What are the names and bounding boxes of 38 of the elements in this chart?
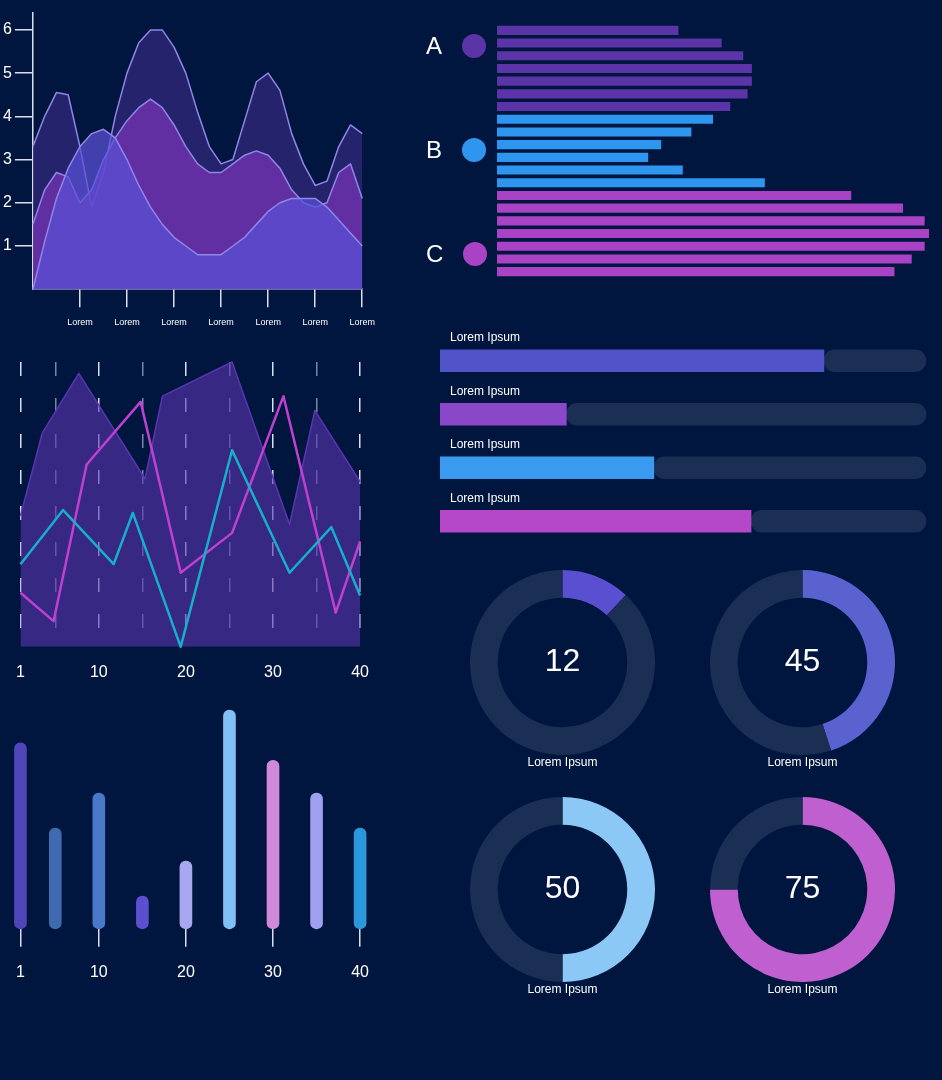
text: Lorem Ipsum	[766, 755, 839, 769]
y-tick-label: 4	[2, 106, 12, 124]
x-tick-label: 40	[351, 962, 370, 980]
x-tick-label: 40	[351, 662, 370, 680]
data-label: 45	[784, 642, 821, 679]
y-tick-label: 3	[2, 149, 12, 167]
legend-label: C	[426, 240, 444, 268]
legend-label: B	[426, 136, 443, 164]
x-tick-label: 10	[89, 662, 108, 680]
y-tick-label: 2	[2, 193, 12, 211]
data-label: 12	[544, 642, 581, 679]
x-tick-label: 20	[177, 962, 195, 980]
text: Lorem Ipsum	[526, 755, 599, 769]
legend-label: A	[426, 32, 443, 60]
y-tick-label: Lorem Ipsum	[450, 490, 521, 505]
x-tick-label: Lorem	[302, 317, 328, 328]
x-tick-label: 20	[177, 662, 195, 680]
x-tick-label: 30	[264, 662, 283, 680]
y-tick-label: 6	[2, 20, 12, 38]
x-tick-label: 10	[89, 962, 108, 980]
x-tick-label: 30	[264, 962, 283, 980]
y-tick-label: Lorem Ipsum	[450, 437, 521, 452]
data-label: 75	[784, 869, 821, 906]
x-tick-label: Lorem	[349, 317, 375, 328]
y-tick-label: 5	[2, 63, 12, 81]
text: Lorem Ipsum	[766, 982, 839, 996]
x-tick-label: Lorem	[161, 317, 187, 328]
x-tick-label: Lorem	[208, 317, 234, 328]
x-tick-label: 1	[16, 962, 25, 980]
x-tick-label: Lorem	[114, 317, 140, 328]
y-tick-label: 1	[2, 236, 12, 254]
data-label: 50	[544, 869, 581, 906]
y-tick-label: Lorem Ipsum	[450, 383, 521, 398]
x-tick-label: 1	[16, 662, 25, 680]
y-tick-label: Lorem Ipsum	[450, 330, 521, 345]
text: Lorem Ipsum	[526, 982, 599, 996]
x-tick-label: Lorem	[67, 317, 93, 328]
x-tick-label: Lorem	[255, 317, 281, 328]
